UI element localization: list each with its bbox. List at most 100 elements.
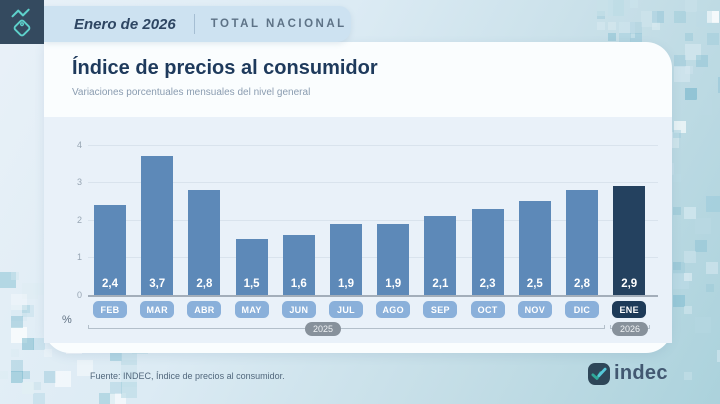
mosaic-pixel (33, 382, 41, 390)
mosaic-pixel (696, 55, 708, 67)
price-tag-trend-icon (11, 8, 31, 37)
mosaic-pixel (597, 0, 613, 16)
mosaic-pixel (652, 22, 660, 30)
bar-value-label: 2,9 (621, 277, 638, 290)
mosaic-pixel (110, 382, 122, 394)
mosaic-pixel (630, 22, 642, 34)
mosaic-pixel (11, 371, 23, 383)
mosaic-pixel (99, 371, 107, 379)
bar: 1,9 (330, 223, 362, 295)
mosaic-pixel (684, 251, 696, 263)
ipc-bar-chart: 4 3 2 1 0 2,4 FEB 3,7 MAR 2,8 ABR 1,5 MAY 1,6 JUN 1,9 JU… (44, 117, 672, 343)
mosaic-pixel (684, 273, 692, 281)
mosaic-pixel (673, 130, 681, 138)
bar: 1,9 (377, 223, 410, 295)
mosaic-pixel (652, 11, 664, 23)
bar: 1,5 (235, 238, 268, 295)
indec-logo-text: indec (614, 362, 668, 384)
y-axis-tick-label: 1 (76, 252, 82, 263)
bar: 3,7 (141, 155, 174, 295)
gridline (88, 182, 658, 184)
mosaic-pixel (706, 262, 718, 274)
page-title: Índice de precios al consumidor (72, 57, 378, 79)
mosaic-pixel (608, 33, 616, 41)
bar-value-label: 3,7 (149, 277, 166, 290)
mosaic-pixel (696, 99, 712, 115)
bar-value-label: 1,5 (243, 277, 260, 290)
mosaic-pixel (706, 196, 720, 212)
mosaic-pixel (11, 272, 19, 280)
mosaic-pixel (674, 66, 690, 82)
header-divider (193, 14, 195, 34)
percent-unit-label: % (62, 314, 72, 326)
mosaic-pixel (684, 372, 692, 380)
month-pill: OCT (470, 301, 505, 318)
mosaic-pixel (685, 0, 697, 12)
month-pill: FEB (93, 301, 127, 318)
mosaic-pixel (695, 218, 711, 234)
mosaic-pixel (22, 371, 30, 379)
mosaic-pixel (673, 262, 681, 270)
mosaic-pixel (22, 305, 30, 313)
gridline (88, 144, 658, 146)
mosaic-pixel (11, 305, 27, 321)
mosaic-pixel (99, 393, 115, 404)
bar-value-label: 2,8 (574, 277, 590, 290)
mosaic-pixel (684, 207, 696, 219)
mosaic-pixel (44, 349, 52, 357)
mosaic-pixel (707, 22, 720, 38)
mosaic-pixel (121, 382, 137, 398)
y-axis-tick-label: 0 (76, 290, 82, 300)
year-pill: 2025 (304, 322, 342, 336)
mosaic-pixel (695, 240, 707, 252)
mosaic-pixel (608, 0, 624, 16)
brand-tag-box (0, 0, 44, 44)
mosaic-pixel (77, 360, 93, 376)
month-pill: JUL (329, 301, 363, 318)
year-bracket (88, 325, 605, 329)
mosaic-pixel (673, 295, 685, 307)
mosaic-pixel (597, 22, 605, 30)
mosaic-pixel (33, 338, 45, 350)
bar: 1,6 (282, 234, 315, 295)
gridline (88, 295, 658, 297)
mosaic-pixel (55, 371, 71, 387)
gridline (88, 257, 658, 259)
mosaic-pixel (33, 393, 45, 404)
mosaic-pixel (11, 294, 27, 310)
mosaic-pixel (11, 360, 23, 372)
bar-value-label: 2,5 (526, 278, 543, 290)
mosaic-pixel (674, 121, 686, 133)
bar: 2,5 (518, 201, 551, 295)
mosaic-pixel (597, 0, 613, 16)
mosaic-pixel (22, 283, 38, 299)
mosaic-pixel (718, 77, 720, 93)
indec-logo-icon (588, 362, 610, 385)
bar: 2,3 (471, 208, 504, 295)
mosaic-pixel (673, 174, 681, 182)
mosaic-pixel (11, 316, 23, 328)
mosaic-pixel (706, 284, 714, 292)
y-axis-tick-label: 2 (76, 214, 82, 225)
report-card: Índice de precios al consumidor Variacio… (44, 42, 672, 353)
bar: 2,4 (94, 204, 126, 295)
bar-value-label: 1,6 (290, 277, 307, 290)
mosaic-pixel (695, 317, 711, 333)
mosaic-pixel (619, 22, 635, 38)
mosaic-pixel (684, 306, 692, 314)
mosaic-pixel (44, 371, 56, 383)
bar: 2,1 (424, 216, 457, 295)
period-label: Enero de 2026 (74, 15, 176, 33)
y-axis-tick-label: 3 (76, 177, 82, 188)
mosaic-pixel (685, 88, 697, 100)
indec-logo: indec (588, 362, 668, 385)
mosaic-pixel (673, 262, 685, 274)
bar: 2,8 (188, 189, 221, 295)
scope-label: TOTAL NACIONAL (210, 18, 347, 30)
mosaic-pixel (685, 88, 697, 100)
month-pill: ABR (187, 301, 222, 318)
mosaic-pixel (33, 283, 45, 295)
month-pill: JUN (281, 301, 316, 318)
gridline (88, 219, 658, 221)
mosaic-pixel (707, 33, 719, 45)
